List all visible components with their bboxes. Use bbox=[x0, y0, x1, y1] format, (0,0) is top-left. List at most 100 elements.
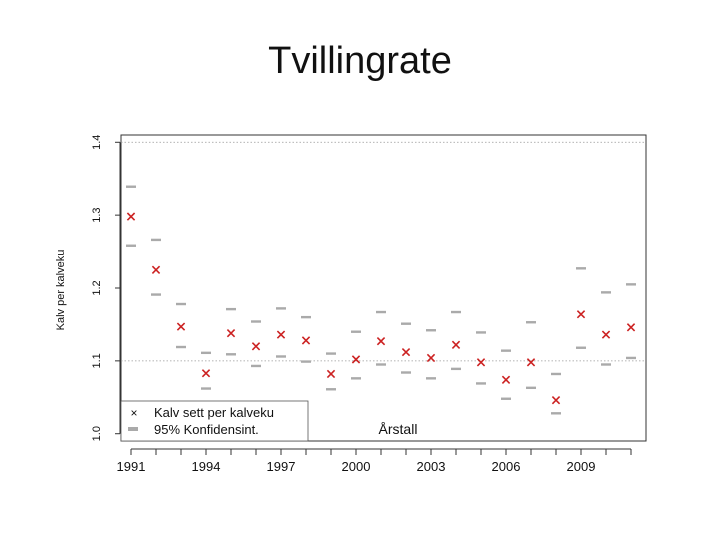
ci-upper-mark bbox=[551, 372, 561, 376]
x-tick-label: 1994 bbox=[192, 459, 221, 474]
ci-upper-mark bbox=[376, 310, 386, 314]
ci-upper-mark bbox=[451, 310, 461, 314]
y-tick-label: 1.3 bbox=[91, 207, 103, 222]
data-point-stroke bbox=[151, 265, 161, 274]
data-point-stroke bbox=[576, 310, 586, 319]
ci-upper-mark bbox=[126, 185, 136, 188]
data-point-stroke bbox=[401, 347, 411, 357]
ci-upper-mark bbox=[151, 238, 161, 242]
ci-lower-mark bbox=[426, 377, 436, 380]
data-point-stroke bbox=[326, 369, 336, 379]
ci-upper-mark bbox=[176, 302, 186, 306]
ci-lower-mark bbox=[126, 244, 136, 247]
ci-upper-mark bbox=[576, 267, 586, 270]
ci-lower-mark bbox=[576, 346, 586, 349]
data-point-stroke bbox=[126, 212, 136, 221]
data-point-stroke bbox=[226, 329, 236, 338]
data-point bbox=[301, 336, 311, 345]
ci-upper-mark bbox=[351, 330, 361, 333]
y-axis-label: Kalv per kalveku bbox=[55, 250, 67, 331]
ci-marks bbox=[126, 185, 636, 415]
ci-lower-mark bbox=[626, 356, 636, 360]
data-point-stroke bbox=[201, 369, 211, 378]
x-tick-label: 2003 bbox=[417, 459, 446, 474]
data-point bbox=[351, 355, 361, 364]
legend-box bbox=[120, 400, 309, 442]
ci-lower-mark bbox=[301, 360, 311, 363]
data-point bbox=[526, 358, 536, 367]
data-point-stroke bbox=[301, 336, 311, 345]
y-tick-label: 1.2 bbox=[91, 280, 103, 295]
ci-upper-mark bbox=[476, 331, 486, 334]
data-point-stroke bbox=[551, 396, 561, 405]
y-tick-label: 1.4 bbox=[91, 135, 103, 150]
data-point bbox=[126, 212, 136, 221]
x-tick-label: 1991 bbox=[117, 459, 146, 474]
data-point-stroke bbox=[601, 330, 611, 339]
data-point-stroke bbox=[376, 337, 386, 346]
ci-upper-mark bbox=[501, 349, 511, 352]
data-point bbox=[601, 330, 611, 339]
data-point bbox=[276, 330, 286, 339]
ci-upper-mark bbox=[276, 307, 286, 310]
data-point bbox=[201, 369, 211, 378]
ci-upper-mark bbox=[326, 352, 336, 355]
data-point bbox=[251, 342, 261, 351]
legend-ci-marker bbox=[128, 427, 138, 431]
data-point-stroke bbox=[176, 322, 186, 331]
ci-lower-mark bbox=[326, 388, 336, 391]
ci-upper-mark bbox=[301, 315, 311, 319]
ci-lower-mark bbox=[151, 293, 161, 296]
ci-upper-mark bbox=[201, 351, 211, 355]
data-point bbox=[501, 375, 511, 384]
x-tick-label: 2006 bbox=[492, 459, 521, 474]
plot-border bbox=[120, 134, 647, 442]
data-point bbox=[151, 265, 161, 274]
ci-upper-mark bbox=[251, 320, 261, 323]
plot-frame bbox=[120, 134, 647, 442]
legend: × Kalv sett per kalveku 95% Konfidensint… bbox=[120, 400, 309, 442]
x-axis: 1991 1994 1997 2000 2003 2006 2009 bbox=[117, 448, 632, 474]
ci-lower-mark bbox=[276, 355, 286, 358]
legend-x-marker: × bbox=[130, 406, 137, 420]
data-point bbox=[451, 340, 461, 349]
x-axis-label: Årstall bbox=[379, 421, 418, 437]
ci-upper-mark bbox=[401, 322, 411, 325]
ci-upper-mark bbox=[626, 283, 636, 286]
ci-lower-mark bbox=[176, 345, 186, 349]
x-tick-label: 2000 bbox=[342, 459, 371, 474]
data-point-stroke bbox=[251, 342, 261, 351]
data-point bbox=[576, 310, 586, 319]
data-point bbox=[551, 396, 561, 405]
y-tick-label: 1.0 bbox=[91, 426, 103, 441]
ci-lower-mark bbox=[376, 363, 386, 366]
ci-lower-mark bbox=[251, 364, 261, 368]
ci-lower-mark bbox=[551, 412, 561, 415]
legend-label-ci: 95% Konfidensint. bbox=[154, 422, 259, 437]
data-point-stroke bbox=[351, 355, 361, 364]
ci-upper-mark bbox=[526, 321, 536, 324]
data-point bbox=[401, 347, 411, 357]
ci-lower-mark bbox=[476, 382, 486, 385]
ci-lower-mark bbox=[526, 386, 536, 390]
ci-upper-mark bbox=[226, 307, 236, 311]
data-point bbox=[326, 369, 336, 379]
x-tick-label: 1997 bbox=[267, 459, 296, 474]
ci-upper-mark bbox=[601, 291, 611, 294]
grid-lines bbox=[121, 141, 646, 362]
ci-lower-mark bbox=[601, 363, 611, 366]
ci-upper-mark bbox=[426, 329, 436, 332]
data-point-stroke bbox=[426, 353, 436, 363]
data-point bbox=[226, 329, 236, 338]
ci-lower-mark bbox=[201, 387, 211, 390]
data-point-stroke bbox=[626, 323, 636, 332]
data-point-stroke bbox=[276, 330, 286, 339]
data-point-stroke bbox=[476, 358, 486, 367]
x-tick-label: 2009 bbox=[567, 459, 596, 474]
data-point bbox=[476, 358, 486, 367]
ci-lower-mark bbox=[501, 397, 511, 400]
data-points bbox=[126, 212, 636, 405]
legend-label-points: Kalv sett per kalveku bbox=[154, 405, 274, 420]
data-point-stroke bbox=[501, 375, 511, 384]
y-axis: 1.0 1.1 1.2 1.3 1.4 bbox=[91, 135, 121, 441]
